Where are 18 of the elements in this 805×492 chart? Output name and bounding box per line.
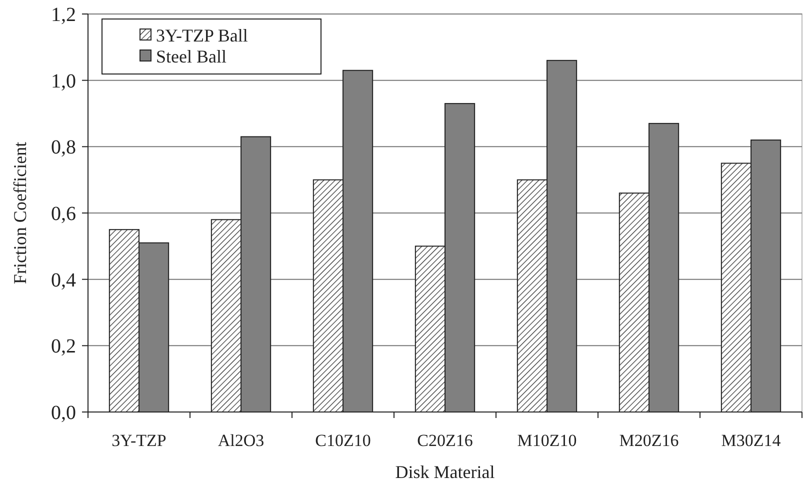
legend-label: 3Y-TZP Ball [156, 25, 248, 46]
x-tick-label: C20Z16 [417, 431, 473, 450]
y-tick-label: 1,2 [51, 4, 76, 26]
x-tick-label: 3Y-TZP [112, 431, 166, 450]
x-tick-label: M20Z16 [619, 431, 679, 450]
y-tick-label: 0,8 [51, 136, 76, 159]
y-tick-label: 0,0 [51, 402, 76, 424]
y-axis-title: Friction Coefficient [10, 142, 30, 284]
x-tick-label: C10Z10 [315, 431, 371, 450]
y-tick-label: 0,2 [51, 336, 76, 358]
x-axis-title: Disk Material [395, 462, 495, 482]
x-tick-label: M30Z14 [721, 431, 782, 450]
y-tick-label: 0,6 [51, 203, 76, 225]
x-tick-label: Al2O3 [218, 431, 264, 450]
x-tick-label: M10Z10 [517, 431, 577, 450]
y-tick-label: 0,4 [51, 269, 76, 292]
legend-label: Steel Ball [156, 46, 226, 66]
y-tick-label: 1,0 [51, 70, 76, 92]
